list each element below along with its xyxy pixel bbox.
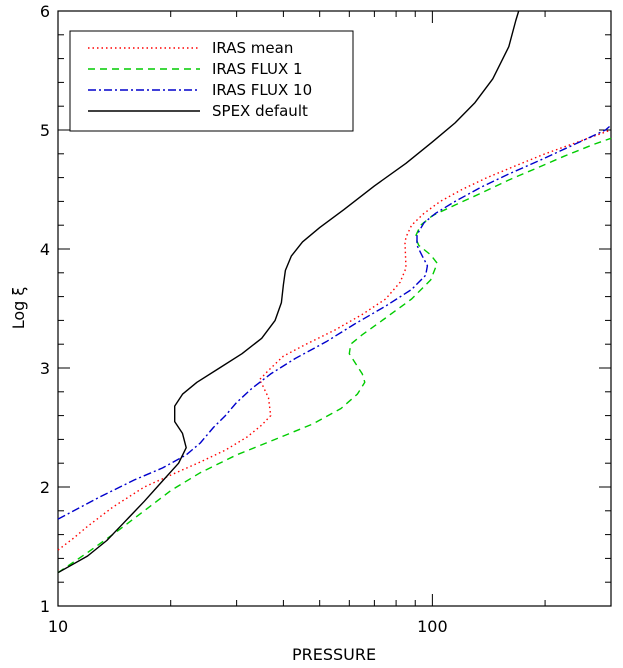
y-axis-label: Log ξ xyxy=(9,287,28,330)
legend-label: IRAS FLUX 1 xyxy=(212,60,303,78)
legend-label: SPEX default xyxy=(212,102,308,120)
y-tick-label: 5 xyxy=(40,121,50,140)
x-tick-label: 10 xyxy=(48,617,68,636)
y-tick-label: 2 xyxy=(40,478,50,497)
y-tick-label: 4 xyxy=(40,240,50,259)
y-tick-label: 6 xyxy=(40,2,50,21)
series-group xyxy=(57,10,612,574)
legend-box xyxy=(69,30,354,132)
y-tick-label: 1 xyxy=(40,597,50,616)
series-line-iras-flux-1 xyxy=(57,137,612,574)
legend-label: IRAS mean xyxy=(212,39,293,57)
plot-frame xyxy=(57,10,612,607)
series-line-iras-flux-10 xyxy=(57,124,612,520)
x-tick-label: 100 xyxy=(417,617,448,636)
ticks: 10 100 1 2 3 4 5 6 xyxy=(40,2,612,636)
series-line-iras-mean xyxy=(57,129,612,551)
x-axis-label: PRESSURE xyxy=(292,645,376,664)
legend: IRAS mean IRAS FLUX 1 IRAS FLUX 10 SPEX def… xyxy=(69,30,354,132)
legend-label: IRAS FLUX 10 xyxy=(212,81,312,99)
series-line-spex-default xyxy=(57,10,520,574)
y-tick-label: 3 xyxy=(40,359,50,378)
